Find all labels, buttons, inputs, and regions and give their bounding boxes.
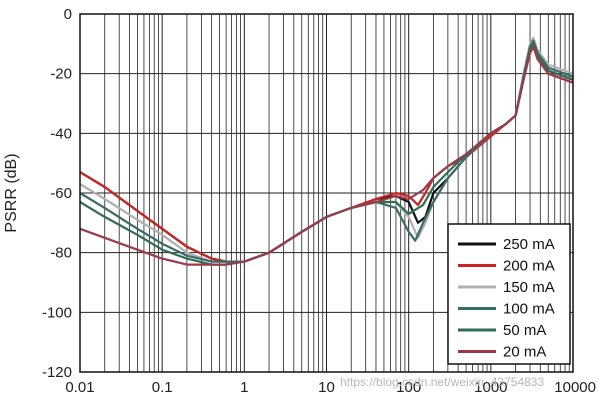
x-tick-label: 1 [240,379,248,396]
plot-frame [79,13,574,373]
legend-label: 100 mA [503,301,555,318]
y-tick-label: -120 [42,364,72,381]
x-tick-label: 0.01 [65,379,94,396]
x-tick-label: 100 [396,379,421,396]
legend: 250 mA 200 mA 150 mA 100 mA 50 mA 20 mA [447,223,571,365]
legend-label: 150 mA [503,279,555,296]
watermark-text: https://blog.csdn.net/weixin_43754833 [340,375,544,389]
legend-label: 20 mA [503,344,546,361]
y-tick-label: -80 [50,245,72,262]
y-tick-label: 0 [64,6,72,23]
y-tick-label: -100 [42,304,72,321]
x-tick-label: 10000 [554,379,596,396]
y-tick-label: -20 [50,66,72,83]
y-tick-labels: 0 -20 -40 -60 -80 -100 -120 [42,6,72,381]
y-tick-label: -40 [50,125,72,142]
series-lines [79,36,574,266]
x-tick-label: 0.1 [152,379,173,396]
x-tick-label: 10 [318,379,335,396]
y-tick-label: -60 [50,185,72,202]
x-tick-labels: 0.01 0.1 1 10 100 1000 10000 [65,379,596,396]
series-line [79,45,574,266]
x-tick-label: 1000 [474,379,507,396]
legend-label: 250 mA [503,236,555,253]
legend-label: 200 mA [503,258,555,275]
legend-box [447,223,571,365]
y-axis-label: PSRR (dB) [3,153,20,232]
legend-label: 50 mA [503,322,546,339]
